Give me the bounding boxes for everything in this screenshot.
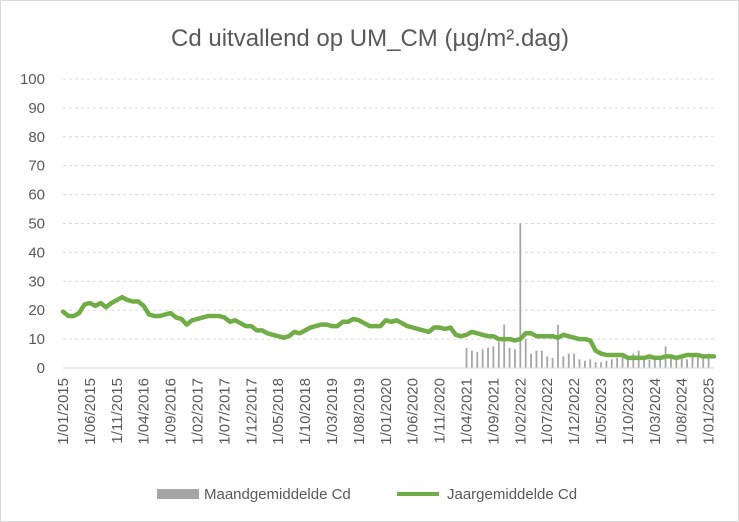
x-tick-label: 1/10/2023 — [620, 378, 637, 445]
y-tick-label: 60 — [28, 187, 45, 204]
monthly-bar — [465, 347, 468, 368]
x-tick-label: 1/04/2021 — [459, 378, 476, 445]
gridlines — [63, 78, 714, 340]
y-tick-label: 30 — [28, 273, 45, 290]
monthly-bar — [514, 349, 516, 368]
monthly-bar — [659, 356, 662, 368]
monthly-bar — [589, 359, 592, 368]
y-tick-label: 100 — [20, 71, 45, 88]
monthly-bar — [497, 341, 500, 368]
x-tick-label: 1/01/2025 — [701, 378, 718, 445]
x-tick-label: 1/03/2019 — [324, 378, 341, 445]
y-tick-label: 20 — [28, 302, 45, 319]
monthly-bar — [605, 360, 608, 368]
x-tick-label: 1/04/2016 — [136, 378, 153, 445]
monthly-bar — [476, 352, 479, 368]
monthly-bar — [524, 339, 527, 368]
y-tick-label: 70 — [28, 158, 45, 175]
monthly-bar — [470, 350, 473, 368]
monthly-bar — [632, 353, 635, 368]
monthly-bar — [503, 324, 506, 368]
monthly-bar — [492, 346, 495, 368]
annual-line — [60, 294, 717, 361]
annual-line-layer — [60, 294, 717, 361]
monthly-bar — [567, 353, 570, 368]
monthly-bar — [508, 347, 511, 368]
monthly-bar — [616, 357, 619, 368]
monthly-bars — [465, 223, 710, 368]
x-tick-label: 1/05/2023 — [593, 378, 610, 445]
x-tick-label: 1/09/2021 — [485, 378, 502, 445]
monthly-bar — [691, 353, 694, 368]
monthly-bar — [643, 357, 645, 368]
x-tick-label: 1/06/2020 — [405, 378, 422, 445]
x-tick-label: 1/08/2019 — [351, 378, 368, 445]
x-tick-label: 1/01/2015 — [55, 378, 72, 445]
monthly-bar — [648, 359, 651, 368]
monthly-bar — [680, 356, 683, 368]
monthly-bar — [583, 360, 586, 368]
monthly-bar — [519, 223, 522, 368]
monthly-bar — [535, 350, 538, 368]
y-tick-label: 80 — [28, 129, 45, 146]
x-axis: 1/01/2015 1/06/2015 1/11/2015 1/04/2016 1/09… — [55, 367, 718, 445]
x-tick-label: 1/11/2020 — [432, 378, 449, 444]
x-tick-label: 1/10/2018 — [297, 378, 314, 445]
legend-label-annual: Jaargemiddelde Cd — [447, 486, 577, 503]
chart-title: Cd uitvallend op UM_CM (µg/m².dag) — [171, 25, 569, 52]
legend-label-monthly: Maandgemiddelde Cd — [204, 486, 351, 503]
monthly-bar — [481, 349, 484, 368]
monthly-bar — [530, 353, 532, 368]
monthly-bar — [653, 356, 656, 368]
monthly-bar — [578, 359, 581, 368]
x-tick-label: 1/01/2020 — [378, 378, 395, 445]
monthly-bar — [557, 324, 559, 368]
x-tick-label: 1/11/2015 — [109, 378, 126, 444]
legend: Maandgemiddelde Cd Jaargemiddelde Cd — [157, 486, 577, 503]
x-tick-label: 1/02/2017 — [190, 378, 207, 445]
monthly-bar — [610, 359, 613, 368]
monthly-bar — [702, 356, 705, 368]
monthly-bar — [627, 356, 629, 368]
x-tick-label: 1/07/2017 — [216, 378, 233, 445]
x-tick-label: 1/08/2024 — [674, 378, 691, 445]
legend-swatch-monthly — [157, 489, 199, 499]
y-tick-label: 50 — [28, 216, 45, 233]
x-tick-label: 1/06/2015 — [82, 378, 99, 445]
monthly-bar — [594, 362, 597, 368]
monthly-bar — [540, 350, 543, 368]
monthly-bar — [562, 356, 565, 368]
y-tick-label: 40 — [28, 244, 45, 261]
y-tick-label: 90 — [28, 100, 45, 117]
monthly-bar — [600, 362, 602, 368]
x-tick-label: 1/12/2017 — [243, 378, 260, 445]
monthly-bar — [546, 356, 549, 368]
monthly-bar — [707, 353, 710, 368]
monthly-bar — [487, 347, 489, 368]
x-tick-label: 1/05/2018 — [270, 378, 287, 445]
y-tick-label: 10 — [28, 331, 45, 348]
monthly-bar — [621, 356, 624, 368]
x-tick-label: 1/03/2024 — [647, 378, 664, 445]
monthly-bar — [675, 357, 678, 368]
monthly-bar — [573, 353, 576, 368]
y-tick-label: 0 — [37, 360, 45, 377]
x-tick-label: 1/02/2022 — [512, 378, 529, 445]
x-tick-label: 1/09/2016 — [163, 378, 180, 445]
monthly-bar — [551, 357, 554, 368]
x-tick-label: 1/12/2022 — [566, 378, 583, 445]
y-axis-ticks: 0 10 20 30 40 50 60 70 80 90 100 — [20, 71, 45, 377]
monthly-bar — [696, 353, 699, 368]
monthly-bar — [670, 356, 672, 368]
monthly-bar — [686, 359, 688, 368]
x-tick-label: 1/07/2022 — [539, 378, 556, 445]
